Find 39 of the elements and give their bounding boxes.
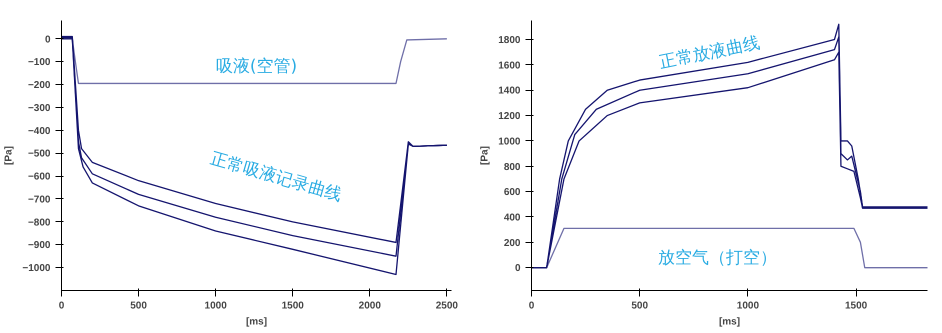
y-tick-label: 400 — [504, 212, 521, 224]
x-tick-label: 1000 — [204, 300, 228, 312]
x-tick-label: 1000 — [736, 300, 760, 312]
x-tick-label: 2000 — [358, 300, 382, 312]
y-tick-label: 800 — [504, 162, 521, 173]
x-tick-label: 1500 — [282, 300, 304, 312]
y-tick-label: 1600 — [498, 60, 521, 72]
y-tick-label: −300 — [28, 102, 51, 114]
y-axis-title: [Pa] — [479, 146, 490, 165]
y-tick-label: 200 — [504, 238, 521, 249]
annotation: 正常放液曲线 — [658, 32, 762, 73]
y-tick-label: −700 — [28, 194, 51, 206]
y-tick-label: −200 — [28, 80, 51, 92]
x-tick-label: 2500 — [436, 300, 458, 312]
y-tick-label: −400 — [28, 126, 51, 137]
x-tick-label: 500 — [130, 300, 148, 312]
y-axis-title: [Pa] — [3, 146, 14, 165]
y-tick-label: 1000 — [498, 136, 521, 148]
x-tick-label: 0 — [528, 300, 535, 312]
y-tick-label: −500 — [28, 148, 51, 160]
annotation: 放空气（打空） — [658, 248, 778, 268]
x-tick-label: 0 — [58, 300, 65, 312]
y-tick-label: −600 — [28, 172, 51, 183]
y-tick-label: 600 — [504, 187, 521, 198]
x-axis-title: [ms] — [718, 316, 740, 328]
y-tick-label: 0 — [44, 34, 51, 46]
x-axis-title: [ms] — [246, 316, 268, 328]
y-tick-label: −100 — [28, 57, 51, 68]
x-tick-label: 1500 — [844, 300, 868, 312]
y-tick-label: 1400 — [498, 86, 521, 97]
y-tick-label: −900 — [28, 240, 51, 252]
y-tick-label: 0 — [514, 263, 521, 274]
annotation: 正常吸液记录曲线 — [208, 148, 344, 206]
y-tick-label: −1000 — [22, 263, 51, 274]
annotation: 吸液(空管) — [216, 56, 298, 76]
y-tick-label: 1800 — [498, 35, 521, 46]
y-tick-label: −800 — [28, 217, 51, 228]
x-tick-label: 500 — [631, 300, 648, 312]
y-tick-label: 1200 — [498, 111, 521, 122]
